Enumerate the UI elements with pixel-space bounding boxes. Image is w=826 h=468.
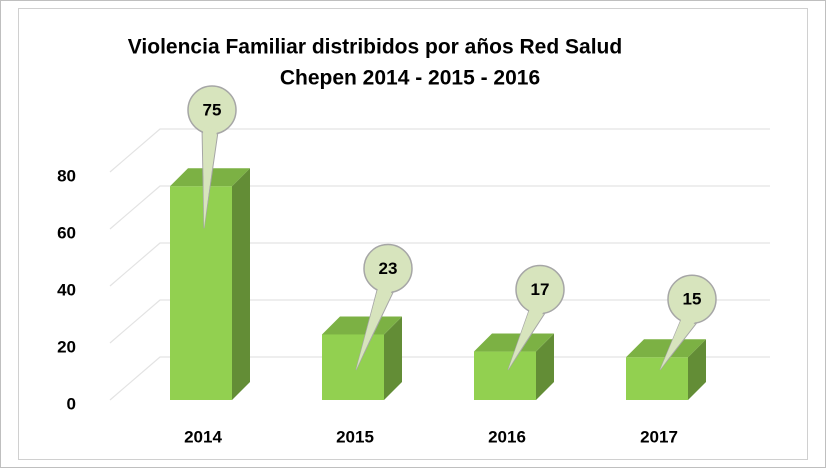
x-tick-label: 2014 xyxy=(184,427,222,446)
y-tick-label: 80 xyxy=(57,166,76,185)
bar xyxy=(170,186,232,400)
chart-title: Chepen 2014 - 2015 - 2016 xyxy=(280,67,540,90)
data-label: 75 xyxy=(203,100,222,119)
grid-line xyxy=(109,128,770,173)
x-tick-label: 2015 xyxy=(336,427,374,446)
grid-line xyxy=(109,185,770,230)
bar-top xyxy=(474,333,554,352)
y-tick-label: 60 xyxy=(57,223,76,242)
data-label: 23 xyxy=(379,259,398,278)
y-tick-label: 20 xyxy=(57,337,76,356)
grid-line xyxy=(109,242,770,287)
bar-side xyxy=(232,168,250,400)
callout-joint xyxy=(203,126,217,229)
grid-line xyxy=(109,356,770,401)
callout-joint xyxy=(356,284,393,370)
bar-side xyxy=(536,333,554,400)
bar-side xyxy=(688,339,706,400)
y-tick-label: 40 xyxy=(57,280,76,299)
bar-side xyxy=(384,316,402,400)
grid-line xyxy=(109,299,770,344)
y-tick-label: 0 xyxy=(67,394,76,413)
bar-top xyxy=(322,316,402,335)
chart-title: Violencia Familiar distribidos por años … xyxy=(128,36,622,59)
callout-joint xyxy=(508,305,545,370)
callout-joint xyxy=(660,315,697,370)
bar xyxy=(626,357,688,400)
data-label: 15 xyxy=(683,290,702,309)
bar xyxy=(322,334,384,400)
x-tick-label: 2017 xyxy=(640,427,678,446)
bar-top xyxy=(626,339,706,358)
data-label: 17 xyxy=(531,280,550,299)
x-tick-label: 2016 xyxy=(488,427,526,446)
bar xyxy=(474,351,536,400)
